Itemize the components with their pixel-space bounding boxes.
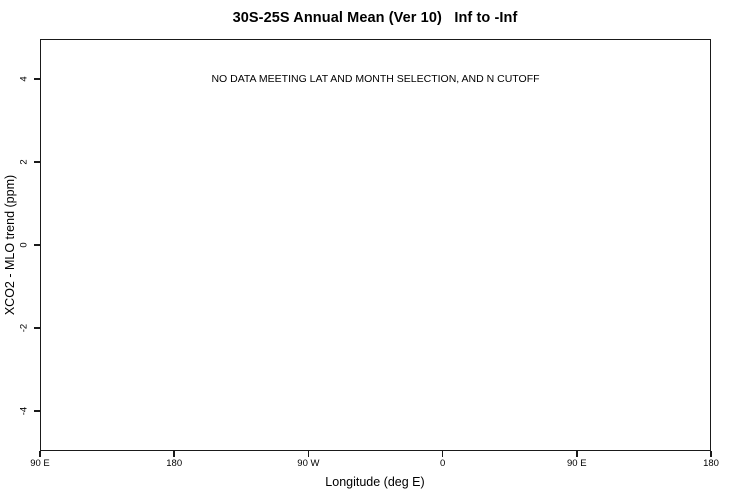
- x-tick-mark: [39, 451, 41, 457]
- x-tick-mark: [441, 451, 444, 457]
- y-tick-mark: [34, 327, 40, 329]
- y-tick-label: 0: [18, 242, 30, 248]
- plot-area: NO DATA MEETING LAT AND MONTH SELECTION,…: [40, 39, 711, 451]
- chart-title: 30S-25S Annual Mean (Ver 10) Inf to -Inf: [232, 10, 518, 26]
- y-tick-mark: [34, 161, 40, 163]
- no-data-message: NO DATA MEETING LAT AND MONTH SELECTION,…: [211, 73, 540, 85]
- y-tick-mark: [34, 410, 40, 412]
- x-tick-label: 180: [703, 458, 719, 469]
- x-axis-title: Longitude (deg E): [325, 475, 425, 489]
- x-tick-mark: [307, 451, 310, 457]
- x-tick-mark: [173, 451, 175, 457]
- x-tick-label: 90 E: [30, 458, 50, 469]
- y-tick-label: -2: [18, 323, 30, 333]
- x-tick-label: 180: [166, 458, 183, 469]
- y-tick-mark: [34, 78, 40, 80]
- y-tick-label: 2: [18, 159, 30, 165]
- y-tick-label: 4: [18, 76, 30, 82]
- x-tick-mark: [576, 451, 578, 457]
- y-tick-mark: [34, 244, 40, 246]
- x-tick-mark: [710, 451, 712, 457]
- x-tick-label: 0: [439, 458, 446, 469]
- y-axis-title: XCO2 - MLO trend (ppm): [3, 174, 17, 316]
- x-tick-label: 90 W: [297, 458, 320, 469]
- y-tick-label: -4: [18, 406, 30, 416]
- x-tick-label: 90 E: [567, 458, 587, 469]
